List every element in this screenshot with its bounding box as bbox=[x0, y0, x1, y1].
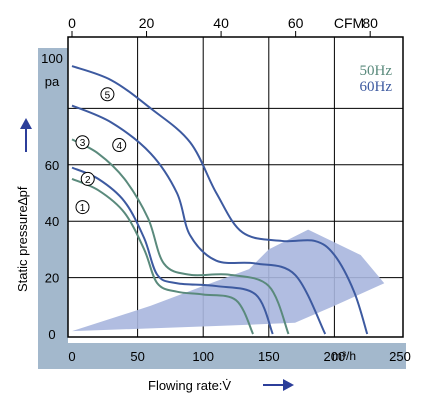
x-tick-label: 250 bbox=[389, 349, 411, 364]
curve-3 bbox=[71, 138, 290, 335]
x-axis-arrow-icon bbox=[263, 379, 294, 391]
left-axis: 0 20 40 60 100 pa bbox=[41, 51, 63, 342]
curve-labels: 1 2 3 4 5 bbox=[75, 87, 127, 215]
y-axis-unit: pa bbox=[45, 74, 60, 89]
x-axis-label: Flowing rate:V̇ bbox=[148, 378, 231, 393]
curve-label-circle-5 bbox=[100, 87, 115, 102]
legend-60hz: 60Hz bbox=[360, 79, 393, 95]
curve-1 bbox=[71, 177, 254, 335]
curve-label-4: 4 bbox=[116, 141, 122, 152]
top-tick-label: 0 bbox=[68, 15, 76, 31]
curve-label-circle-4 bbox=[112, 138, 127, 153]
top-tick-label: 80 bbox=[362, 15, 378, 31]
curve-5 bbox=[71, 65, 369, 335]
top-axis-unit: CFM bbox=[334, 15, 364, 31]
x-tick-label: 0 bbox=[68, 349, 75, 364]
left-axis-band bbox=[38, 48, 68, 347]
y-tick-label: 0 bbox=[48, 327, 55, 342]
curve-label-5: 5 bbox=[105, 90, 111, 101]
y-axis-label: Static pressure∆pf bbox=[15, 186, 30, 292]
y-tick-label: 100 bbox=[41, 51, 63, 66]
top-tick-label: 20 bbox=[139, 15, 155, 31]
bottom-axis: 0 50 100 150 200 250 m³/h bbox=[68, 349, 410, 364]
top-tick-label: 40 bbox=[213, 15, 229, 31]
y-axis-arrow-icon bbox=[20, 118, 32, 152]
curves bbox=[71, 65, 369, 335]
operating-region-area bbox=[72, 229, 385, 332]
curve-4 bbox=[71, 104, 327, 335]
curve-label-circle-3 bbox=[75, 135, 90, 150]
plot-frame bbox=[67, 36, 404, 338]
x-tick-label: 200 bbox=[324, 349, 346, 364]
curve-label-3: 3 bbox=[80, 138, 86, 149]
curve-label-circle-2 bbox=[80, 171, 95, 186]
y-tick-label: 60 bbox=[45, 158, 59, 173]
legend-50hz: 50Hz bbox=[360, 63, 393, 79]
operating-region bbox=[72, 229, 385, 332]
top-tick-label: 60 bbox=[288, 15, 304, 31]
bottom-axis-band bbox=[38, 343, 406, 369]
curve-label-circle-1 bbox=[75, 200, 90, 215]
curve-label-1: 1 bbox=[80, 203, 86, 214]
curve-label-2: 2 bbox=[85, 175, 91, 186]
curve-2 bbox=[71, 166, 274, 335]
x-tick-label: 150 bbox=[258, 349, 280, 364]
top-axis-band bbox=[40, 0, 422, 15]
y-tick-label: 20 bbox=[45, 271, 59, 286]
y-tick-label: 40 bbox=[45, 214, 59, 229]
x-tick-label: 100 bbox=[192, 349, 214, 364]
x-tick-label: 50 bbox=[130, 349, 144, 364]
x-axis-unit: m³/h bbox=[332, 349, 356, 363]
